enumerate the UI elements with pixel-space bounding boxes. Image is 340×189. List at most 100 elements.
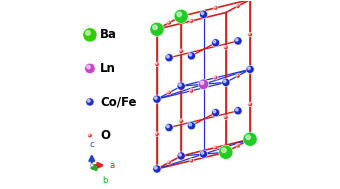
Circle shape: [214, 145, 218, 150]
Circle shape: [155, 132, 159, 136]
Circle shape: [234, 37, 242, 45]
Text: c: c: [89, 140, 94, 149]
Circle shape: [86, 31, 90, 35]
Circle shape: [224, 46, 226, 48]
Circle shape: [200, 81, 204, 84]
Circle shape: [167, 55, 169, 58]
Circle shape: [154, 167, 157, 169]
Circle shape: [168, 91, 169, 93]
Circle shape: [214, 76, 216, 78]
Circle shape: [214, 146, 216, 148]
Circle shape: [248, 32, 252, 37]
Circle shape: [214, 6, 218, 10]
Circle shape: [86, 98, 94, 106]
Circle shape: [249, 33, 250, 35]
Text: O: O: [100, 129, 110, 142]
Circle shape: [236, 143, 240, 148]
Text: b: b: [102, 176, 107, 184]
Circle shape: [200, 10, 208, 19]
Circle shape: [90, 164, 93, 167]
Circle shape: [190, 89, 191, 91]
Circle shape: [153, 95, 161, 103]
Circle shape: [213, 110, 216, 113]
Text: Ln: Ln: [100, 62, 116, 75]
Circle shape: [179, 119, 183, 123]
Circle shape: [224, 45, 228, 50]
Circle shape: [200, 150, 208, 158]
Circle shape: [223, 80, 226, 83]
Circle shape: [179, 153, 181, 156]
Circle shape: [248, 67, 250, 70]
Circle shape: [236, 39, 238, 41]
Circle shape: [211, 39, 220, 47]
Circle shape: [224, 116, 226, 117]
Circle shape: [153, 25, 157, 30]
Text: Co/Fe: Co/Fe: [100, 95, 137, 108]
Circle shape: [156, 63, 157, 64]
Circle shape: [155, 62, 159, 67]
Circle shape: [234, 107, 242, 115]
Circle shape: [249, 103, 250, 104]
Circle shape: [165, 123, 173, 132]
Circle shape: [190, 20, 191, 21]
Circle shape: [89, 134, 90, 136]
Circle shape: [223, 150, 226, 152]
Circle shape: [219, 145, 233, 159]
Circle shape: [189, 88, 194, 93]
Circle shape: [222, 148, 226, 153]
Circle shape: [246, 135, 250, 139]
Circle shape: [154, 97, 157, 99]
Circle shape: [187, 52, 195, 60]
Circle shape: [179, 84, 181, 86]
Circle shape: [187, 122, 195, 130]
Circle shape: [190, 159, 191, 161]
Circle shape: [87, 65, 90, 69]
Circle shape: [167, 160, 171, 165]
Circle shape: [214, 7, 216, 8]
Circle shape: [224, 115, 228, 120]
Circle shape: [168, 22, 169, 23]
Circle shape: [167, 21, 171, 25]
Circle shape: [236, 74, 240, 78]
Circle shape: [180, 120, 181, 121]
Circle shape: [248, 102, 252, 107]
Circle shape: [243, 132, 257, 146]
Circle shape: [213, 40, 216, 43]
Circle shape: [180, 50, 181, 51]
Circle shape: [201, 152, 204, 154]
Circle shape: [87, 99, 90, 102]
Circle shape: [237, 144, 238, 146]
Circle shape: [189, 19, 194, 23]
Circle shape: [214, 75, 218, 80]
Circle shape: [246, 135, 254, 143]
Circle shape: [211, 108, 220, 117]
Circle shape: [189, 158, 194, 163]
Circle shape: [167, 125, 169, 128]
Circle shape: [153, 165, 161, 173]
Circle shape: [85, 63, 95, 74]
Circle shape: [189, 53, 191, 56]
Circle shape: [167, 90, 171, 95]
Circle shape: [222, 78, 230, 87]
Circle shape: [177, 152, 185, 160]
Circle shape: [88, 133, 92, 138]
Circle shape: [237, 74, 238, 76]
Circle shape: [156, 133, 157, 134]
Circle shape: [168, 161, 169, 163]
Circle shape: [236, 4, 240, 8]
Circle shape: [83, 28, 97, 42]
Circle shape: [222, 148, 230, 156]
Circle shape: [201, 12, 204, 15]
Circle shape: [174, 9, 188, 23]
Circle shape: [246, 65, 254, 74]
Circle shape: [237, 5, 238, 6]
Text: Ba: Ba: [100, 28, 117, 41]
Circle shape: [236, 108, 238, 111]
Text: a: a: [109, 161, 115, 170]
Circle shape: [198, 79, 209, 89]
Circle shape: [177, 12, 182, 17]
Circle shape: [177, 82, 185, 90]
Circle shape: [150, 22, 164, 36]
Circle shape: [179, 49, 183, 53]
Circle shape: [189, 123, 191, 126]
